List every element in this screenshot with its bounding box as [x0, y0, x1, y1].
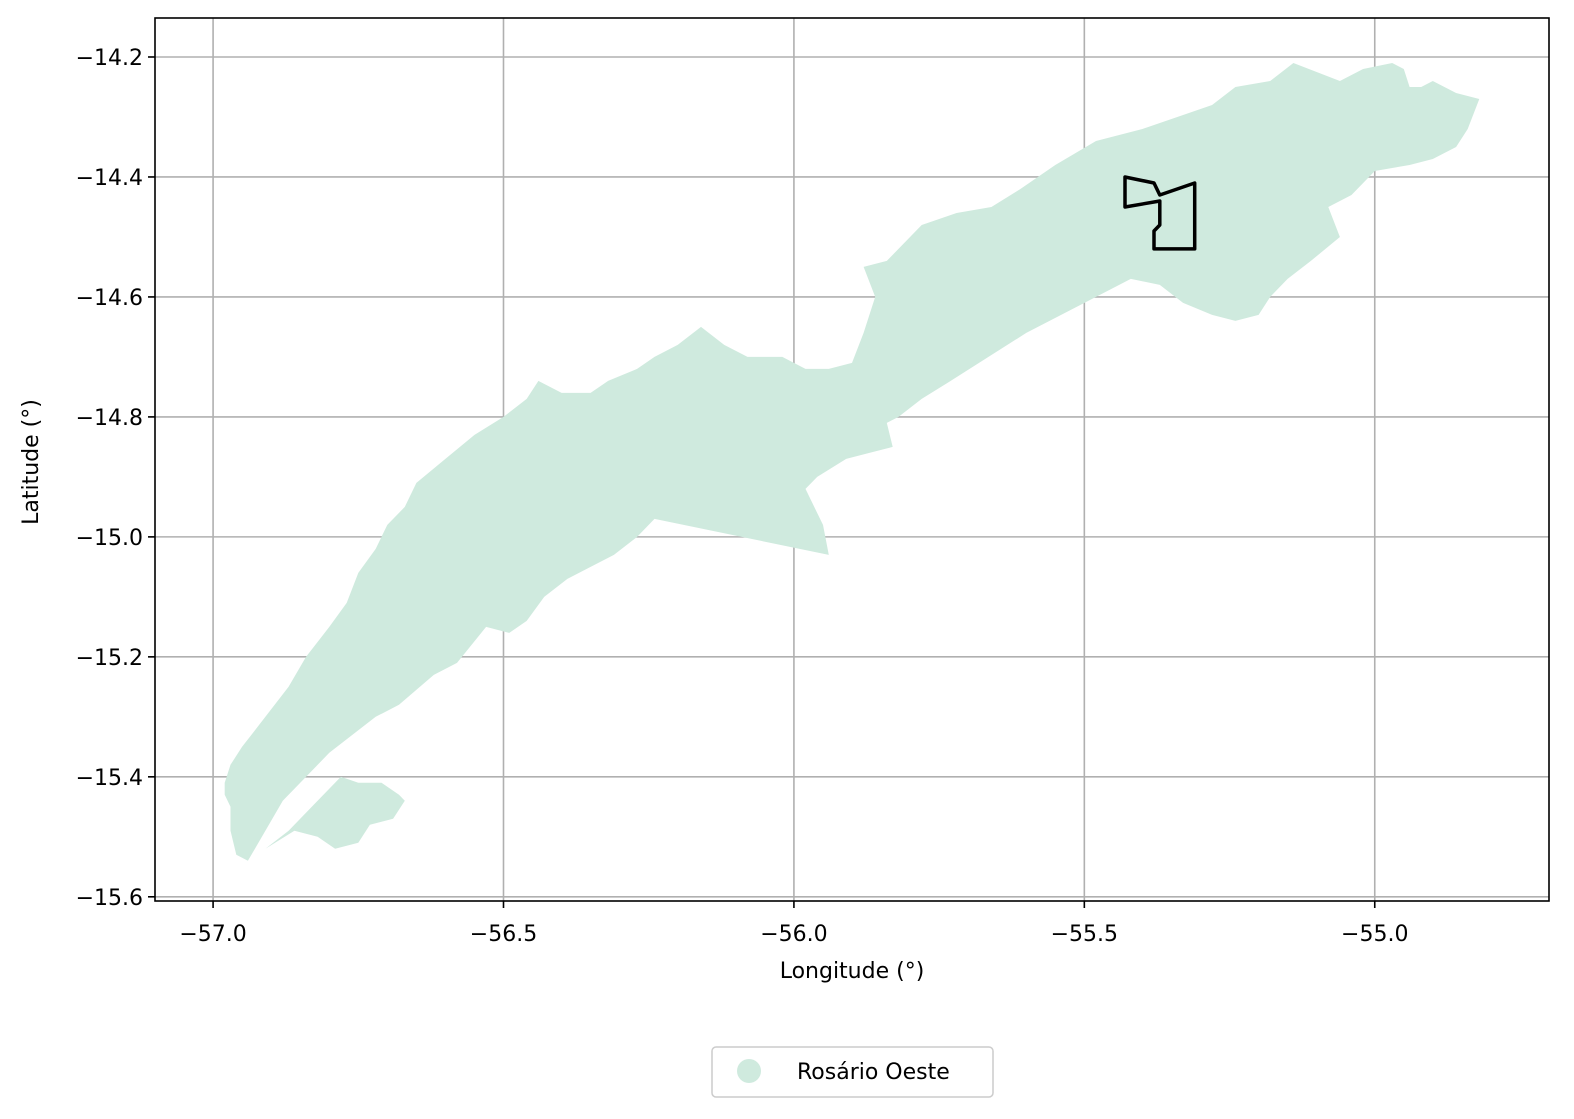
- x-tick-label: −57.0: [179, 922, 246, 947]
- x-tick-label: −55.5: [1051, 922, 1118, 947]
- y-tick-label: −15.0: [76, 526, 143, 551]
- y-axis-title: Latitude (°): [19, 399, 44, 525]
- y-tick-label: −14.4: [76, 166, 143, 191]
- y-axis-ticks: −14.2 −14.4 −14.6 −14.8 −15.0 −15.2 −15.4 −15.6: [76, 46, 155, 911]
- legend: Rosário Oeste: [711, 1046, 994, 1098]
- legend-label: Rosário Oeste: [797, 1060, 950, 1085]
- region-rosario-oeste-shape: [224, 63, 1480, 861]
- y-tick-label: −15.4: [76, 766, 143, 791]
- y-tick-label: −14.2: [76, 46, 143, 71]
- x-axis-ticks: −57.0 −56.5 −56.0 −55.5 −55.0: [179, 901, 1408, 947]
- x-tick-label: −56.0: [760, 922, 827, 947]
- region-rosario-oeste-shape: [265, 776, 405, 849]
- legend-box: [711, 1046, 994, 1098]
- region-layer: [224, 63, 1480, 861]
- legend-marker: [737, 1059, 761, 1083]
- y-tick-label: −14.6: [76, 286, 143, 311]
- y-tick-label: −15.2: [76, 646, 143, 671]
- property-boundary-outline: [1123, 175, 1197, 251]
- y-tick-label: −14.8: [76, 406, 143, 431]
- plot-frame: [154, 17, 1550, 902]
- outline-layer: [1123, 175, 1197, 251]
- x-axis-title: Longitude (°): [780, 959, 925, 984]
- x-tick-label: −55.0: [1341, 922, 1408, 947]
- x-tick-label: −56.5: [470, 922, 537, 947]
- y-tick-label: −15.6: [76, 886, 143, 911]
